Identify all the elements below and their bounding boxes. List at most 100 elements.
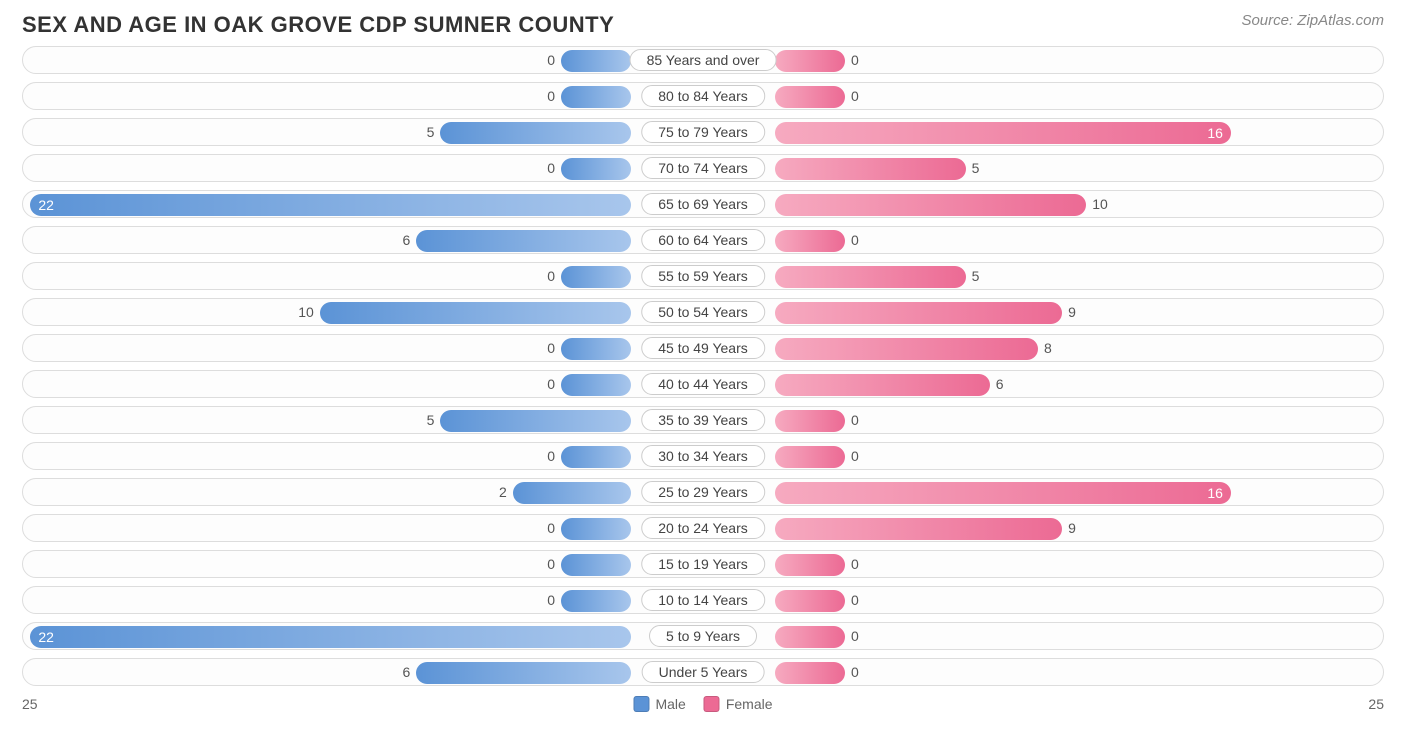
female-bar: 16 (775, 482, 1231, 504)
male-bar (561, 374, 631, 396)
female-value: 16 (1207, 485, 1223, 501)
legend-male-label: Male (655, 696, 685, 712)
male-bar (561, 50, 631, 72)
pyramid-row: 55 to 59 Years05 (22, 262, 1384, 290)
pyramid-row: 10 to 14 Years00 (22, 586, 1384, 614)
age-group-label: 30 to 34 Years (641, 445, 765, 467)
age-group-label: 10 to 14 Years (641, 589, 765, 611)
pyramid-row: 35 to 39 Years 5 0 (22, 406, 1384, 434)
male-value: 6 (402, 664, 410, 680)
female-value: 8 (1044, 340, 1052, 356)
pyramid-row: 40 to 44 Years 0 6 (22, 370, 1384, 398)
male-value: 0 (547, 160, 555, 176)
chart-source: Source: ZipAtlas.com (1241, 12, 1384, 29)
female-value: 6 (996, 376, 1004, 392)
male-bar (561, 158, 631, 180)
pyramid-row: 16 75 to 79 Years 5 (22, 118, 1384, 146)
age-group-label: 5 to 9 Years (649, 625, 757, 647)
age-group-label: 40 to 44 Years (641, 373, 765, 395)
pyramid-row: Under 5 Years 6 0 (22, 658, 1384, 686)
female-value: 0 (851, 412, 859, 428)
male-bar: 22 (30, 626, 631, 648)
age-group-label: Under 5 Years (642, 661, 765, 683)
female-bar: 16 (775, 122, 1231, 144)
age-group-label: 25 to 29 Years (641, 481, 765, 503)
male-bar (440, 122, 631, 144)
age-group-label: 85 Years and over (630, 49, 777, 71)
female-bar (775, 554, 845, 576)
age-group-label: 80 to 84 Years (641, 85, 765, 107)
age-group-label: 35 to 39 Years (641, 409, 765, 431)
pyramid-row: 80 to 84 Years 0 0 (22, 82, 1384, 110)
female-bar (775, 590, 845, 612)
male-bar (513, 482, 631, 504)
male-bar (561, 590, 631, 612)
age-group-label: 75 to 79 Years (641, 121, 765, 143)
legend-female-swatch (704, 696, 720, 712)
male-bar (561, 518, 631, 540)
male-bar (440, 410, 631, 432)
female-value: 0 (851, 52, 859, 68)
pyramid-row: 45 to 49 Years08 (22, 334, 1384, 362)
female-bar (775, 626, 845, 648)
female-value: 0 (851, 448, 859, 464)
female-bar (775, 194, 1086, 216)
pyramid-row: 60 to 64 Years60 (22, 226, 1384, 254)
legend-male-swatch (633, 696, 649, 712)
female-value: 9 (1068, 520, 1076, 536)
legend-female: Female (704, 696, 773, 712)
male-value: 0 (547, 268, 555, 284)
male-value: 0 (547, 376, 555, 392)
female-value: 16 (1207, 125, 1223, 141)
male-bar (561, 86, 631, 108)
pyramid-row: 70 to 74 Years05 (22, 154, 1384, 182)
male-value: 5 (427, 412, 435, 428)
female-bar (775, 266, 966, 288)
female-value: 0 (851, 664, 859, 680)
female-value: 0 (851, 628, 859, 644)
female-value: 9 (1068, 304, 1076, 320)
pyramid-row: 15 to 19 Years00 (22, 550, 1384, 578)
female-value: 5 (972, 160, 980, 176)
female-bar (775, 446, 845, 468)
male-value: 0 (547, 88, 555, 104)
male-value: 0 (547, 340, 555, 356)
female-value: 10 (1092, 196, 1108, 212)
male-bar (561, 266, 631, 288)
axis-max-left: 25 (22, 696, 38, 712)
pyramid-row: 1625 to 29 Years2 (22, 478, 1384, 506)
axis-max-right: 25 (1368, 696, 1384, 712)
male-bar (561, 554, 631, 576)
male-value: 0 (547, 592, 555, 608)
male-value: 22 (38, 629, 54, 645)
male-value: 0 (547, 448, 555, 464)
male-value: 22 (38, 197, 54, 213)
female-bar (775, 410, 845, 432)
age-group-label: 60 to 64 Years (641, 229, 765, 251)
female-bar (775, 374, 990, 396)
pyramid-row: 20 to 24 Years 0 9 (22, 514, 1384, 542)
legend: Male Female (633, 696, 772, 712)
female-bar (775, 302, 1062, 324)
female-value: 0 (851, 88, 859, 104)
male-bar (416, 230, 631, 252)
age-group-label: 50 to 54 Years (641, 301, 765, 323)
male-value: 0 (547, 520, 555, 536)
male-value: 0 (547, 556, 555, 572)
female-value: 5 (972, 268, 980, 284)
male-value: 6 (402, 232, 410, 248)
female-bar (775, 662, 845, 684)
male-bar (416, 662, 631, 684)
chart-title: SEX AND AGE IN OAK GROVE CDP SUMNER COUN… (22, 12, 614, 38)
pyramid-row: 50 to 54 Years109 (22, 298, 1384, 326)
age-group-label: 65 to 69 Years (641, 193, 765, 215)
female-bar (775, 158, 966, 180)
male-bar: 22 (30, 194, 631, 216)
age-group-label: 20 to 24 Years (641, 517, 765, 539)
legend-female-label: Female (726, 696, 773, 712)
female-bar (775, 338, 1038, 360)
female-bar (775, 518, 1062, 540)
male-value: 5 (427, 124, 435, 140)
population-pyramid: 85 Years and over 0 0 80 to 84 Years 0 0 16 75 … (0, 46, 1406, 686)
pyramid-row: 22 5 to 9 Years 0 (22, 622, 1384, 650)
